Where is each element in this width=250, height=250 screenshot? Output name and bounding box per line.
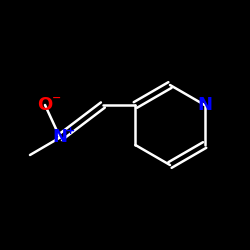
Text: −: − (52, 92, 62, 102)
Text: N: N (52, 128, 68, 146)
Text: +: + (66, 126, 75, 136)
Text: N: N (197, 96, 212, 114)
Text: O: O (38, 96, 52, 114)
